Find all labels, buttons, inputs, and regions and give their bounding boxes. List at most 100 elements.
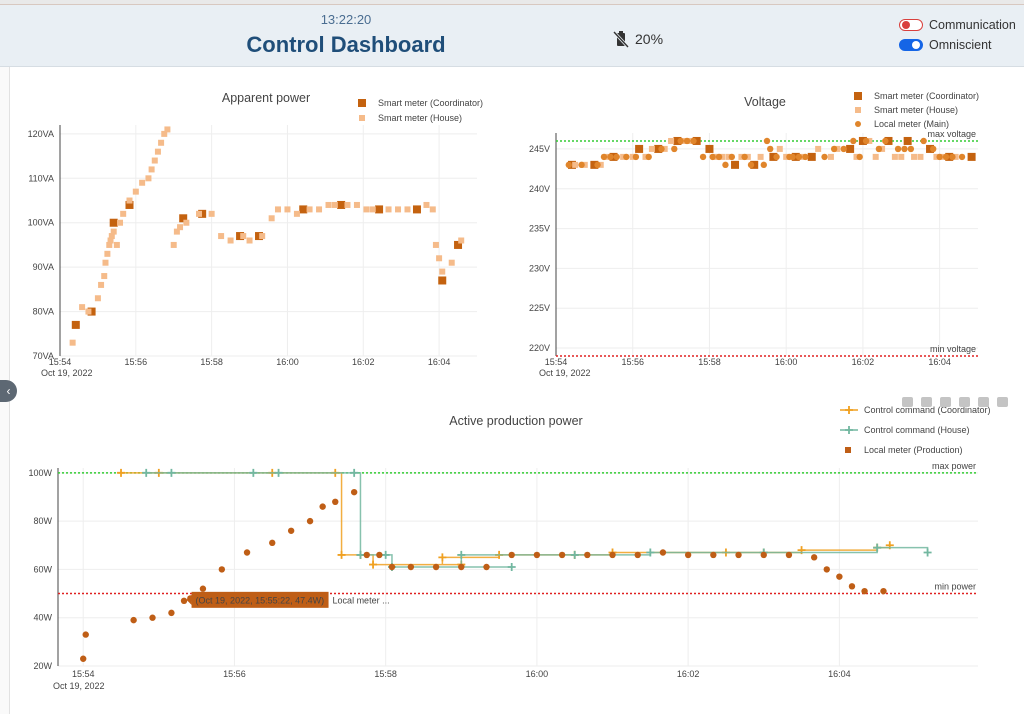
circle-marker [645, 153, 652, 161]
circle-marker [199, 585, 207, 592]
battery-status: 20% [613, 30, 663, 48]
y-tick-label: 70VA [33, 351, 54, 361]
circle-marker [715, 153, 723, 161]
y-tick-label: 225V [529, 303, 550, 313]
square-marker [299, 205, 308, 214]
chart-title: Active production power [449, 414, 582, 428]
circle-marker [658, 145, 665, 153]
communication-toggle[interactable] [899, 19, 923, 31]
circle-marker [699, 153, 707, 161]
x-tick-label: 16:02 [352, 357, 375, 367]
omniscient-toggle-row[interactable]: Omniscient [899, 38, 992, 52]
circle-marker [363, 551, 370, 559]
square-marker [71, 320, 80, 329]
square-marker [101, 273, 108, 280]
y-tick-label: 245V [529, 144, 550, 154]
square-marker [198, 209, 207, 218]
cross-marker [167, 468, 176, 477]
modebar-button [902, 397, 913, 407]
square-marker [109, 218, 118, 227]
circle-marker [894, 145, 902, 153]
circle-marker [760, 551, 767, 559]
square-marker [69, 339, 76, 346]
square-marker [448, 259, 455, 266]
circle-marker [243, 549, 251, 556]
square-marker [259, 233, 266, 240]
circle-marker [901, 145, 908, 153]
cross-marker [923, 548, 932, 557]
square-marker [306, 206, 313, 213]
square-marker [404, 206, 411, 213]
pan-icon[interactable] [940, 397, 951, 407]
x-tick-label: 15:58 [698, 357, 721, 367]
square-marker [179, 214, 188, 223]
circle-marker [600, 153, 608, 161]
legend-swatch [855, 121, 861, 127]
circle-marker [690, 137, 697, 145]
autoscale-icon[interactable] [997, 397, 1008, 407]
square-marker [125, 200, 134, 209]
circle-marker [930, 145, 937, 153]
square-marker [648, 145, 655, 152]
square-marker [161, 130, 168, 137]
square-marker [104, 250, 111, 257]
x-tick-label: 15:54 [49, 357, 72, 367]
square-marker [240, 233, 247, 240]
cross-marker [438, 553, 447, 562]
square-marker [316, 206, 323, 213]
x-tick-label: 16:04 [428, 357, 451, 367]
cross-marker [369, 560, 378, 569]
y-tick-label: 80VA [33, 307, 54, 317]
circle-marker [287, 527, 295, 534]
reference-label: max voltage [927, 129, 976, 139]
legend-entry: Local meter (Main) [874, 119, 949, 129]
circle-marker [920, 137, 927, 145]
legend-swatch [359, 115, 365, 121]
square-marker [325, 201, 332, 208]
x-tick-label: 15:58 [374, 669, 397, 679]
circle-marker [936, 153, 943, 161]
legend-entry: Smart meter (Coordinator) [378, 98, 483, 108]
circle-marker [607, 153, 614, 161]
sidebar-toggle-button[interactable]: ‹ [0, 380, 17, 402]
square-marker [236, 232, 245, 241]
circle-marker [533, 551, 541, 559]
y-tick-label: 20W [33, 661, 52, 671]
circle-marker [609, 551, 616, 559]
circle-marker [747, 161, 755, 169]
circle-marker [407, 563, 415, 571]
reference-label: max power [932, 461, 976, 471]
square-marker [827, 153, 834, 160]
reference-label: min power [934, 582, 976, 592]
circle-marker [671, 145, 678, 153]
modebar-button [959, 397, 970, 407]
battery-uncharged-icon [613, 30, 629, 48]
omniscient-toggle[interactable] [899, 39, 923, 51]
cross-marker [274, 468, 283, 477]
y-tick-label: 120VA [28, 129, 54, 139]
legend-entry: Smart meter (Coordinator) [874, 91, 979, 101]
communication-label: Communication [929, 18, 1016, 32]
square-marker [385, 206, 392, 213]
x-tick-label: 16:02 [852, 357, 875, 367]
zoom-out-icon[interactable] [978, 397, 989, 407]
square-marker [911, 153, 918, 160]
x-tick-label: 15:56 [223, 669, 246, 679]
communication-toggle-row[interactable]: Communication [899, 18, 1016, 32]
y-tick-label: 230V [529, 263, 550, 273]
square-marker [145, 175, 152, 182]
circle-marker [880, 587, 887, 595]
camera-icon[interactable] [902, 397, 913, 407]
x-tick-label: 16:00 [526, 669, 549, 679]
page-title: Control Dashboard [246, 32, 446, 57]
square-marker [126, 197, 133, 204]
circle-marker [677, 137, 684, 145]
zoom-in-icon[interactable] [959, 397, 970, 407]
zoom-icon[interactable] [921, 397, 932, 407]
square-marker [705, 144, 714, 153]
square-marker [227, 237, 234, 244]
circle-marker [850, 137, 857, 145]
circle-marker [594, 161, 601, 169]
legend-entry: Control command (House) [864, 425, 970, 435]
